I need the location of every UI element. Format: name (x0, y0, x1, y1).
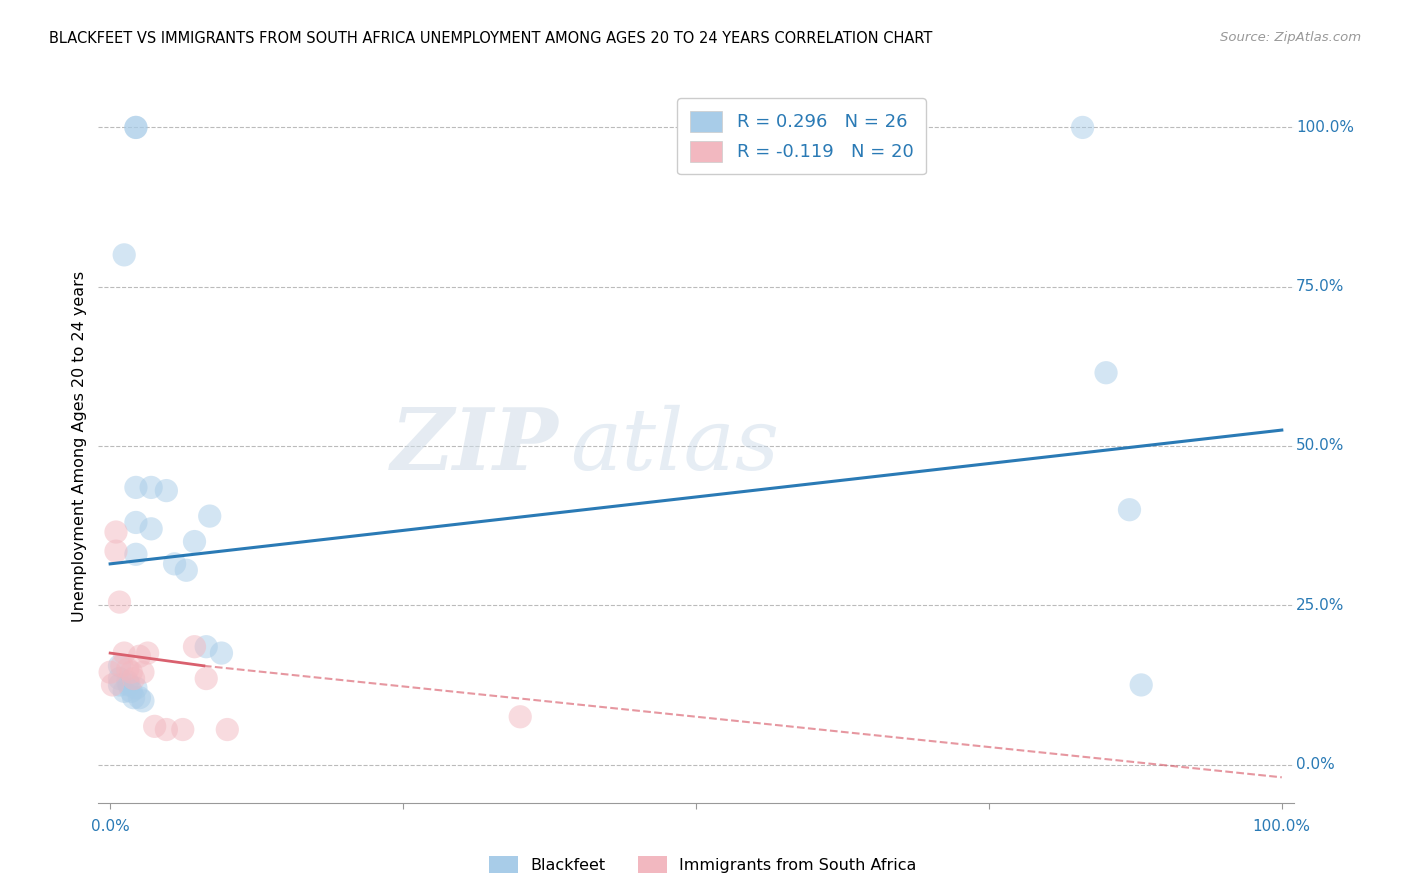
Text: 100.0%: 100.0% (1253, 819, 1310, 834)
Point (122, 690, 145, 705)
Point (125, 681, 148, 695)
Legend: R = 0.296   N = 26, R = -0.119   N = 20: R = 0.296 N = 26, R = -0.119 N = 20 (678, 98, 927, 174)
Point (195, 640, 218, 654)
Point (120, 684, 142, 698)
Point (1071, 120, 1094, 135)
Text: atlas: atlas (571, 405, 779, 487)
Y-axis label: Unemployment Among Ages 20 to 24 years: Unemployment Among Ages 20 to 24 years (72, 270, 87, 622)
Point (125, 516, 148, 530)
Point (117, 674, 139, 689)
Point (217, 723, 239, 737)
Point (108, 678, 131, 692)
Point (136, 646, 159, 660)
Point (120, 665, 142, 680)
Text: 25.0%: 25.0% (1296, 598, 1344, 613)
Point (143, 719, 166, 733)
Point (125, 120, 148, 135)
Point (198, 509, 221, 524)
Point (125, 547, 148, 561)
Point (183, 640, 205, 654)
Point (174, 563, 197, 577)
Point (172, 723, 194, 737)
Point (108, 658, 131, 673)
Point (112, 684, 135, 698)
Text: BLACKFEET VS IMMIGRANTS FROM SOUTH AFRICA UNEMPLOYMENT AMONG AGES 20 TO 24 YEARS: BLACKFEET VS IMMIGRANTS FROM SOUTH AFRIC… (49, 31, 932, 46)
Point (111, 658, 134, 673)
Text: Source: ZipAtlas.com: Source: ZipAtlas.com (1220, 31, 1361, 45)
Point (155, 723, 177, 737)
Point (183, 534, 205, 549)
Point (117, 662, 139, 676)
Point (105, 544, 128, 558)
Point (101, 678, 124, 692)
Point (128, 690, 150, 705)
Text: 0.0%: 0.0% (1296, 757, 1334, 772)
Point (98, 665, 121, 680)
Text: 75.0%: 75.0% (1296, 279, 1344, 294)
Point (118, 678, 141, 692)
Point (125, 120, 148, 135)
Text: 100.0%: 100.0% (1296, 120, 1354, 135)
Point (211, 646, 233, 660)
Point (1095, 366, 1118, 380)
Text: 0.0%: 0.0% (91, 819, 129, 834)
Point (108, 595, 131, 609)
Point (141, 480, 163, 494)
Text: 50.0%: 50.0% (1296, 439, 1344, 453)
Point (122, 672, 145, 686)
Point (108, 672, 131, 686)
Point (163, 557, 186, 571)
Point (155, 483, 177, 498)
Text: ZIP: ZIP (391, 404, 558, 488)
Point (105, 524, 128, 539)
Point (112, 248, 135, 262)
Point (132, 665, 155, 680)
Point (132, 694, 155, 708)
Point (195, 672, 218, 686)
Point (1130, 678, 1153, 692)
Point (112, 646, 135, 660)
Point (141, 522, 163, 536)
Point (125, 480, 148, 494)
Point (1118, 502, 1140, 516)
Legend: Blackfeet, Immigrants from South Africa: Blackfeet, Immigrants from South Africa (482, 849, 924, 880)
Point (509, 710, 531, 724)
Point (128, 649, 150, 664)
